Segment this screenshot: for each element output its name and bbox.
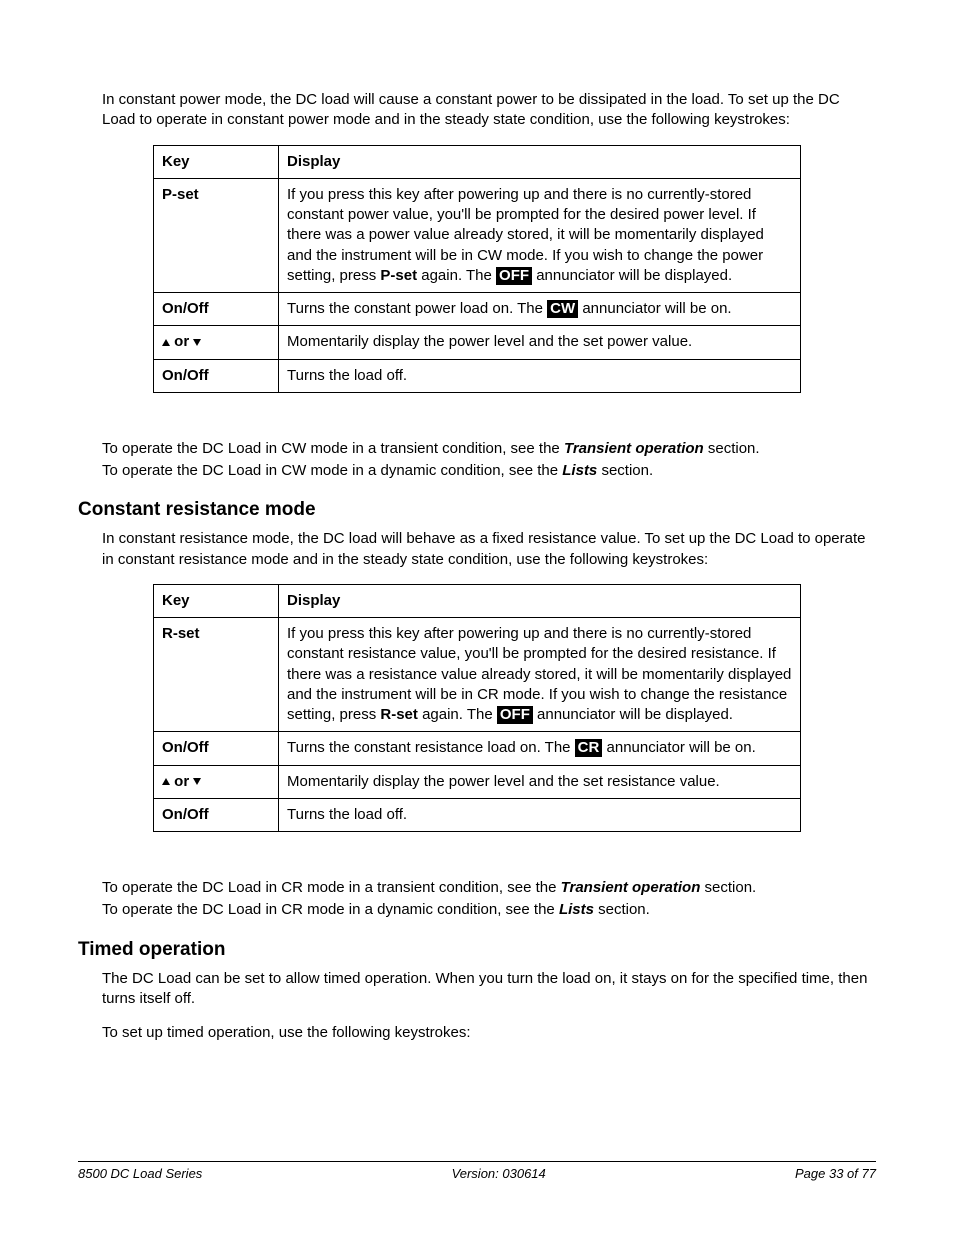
header-key: Key	[154, 584, 279, 617]
key-cell: R-set	[154, 618, 279, 732]
text: annunciator will be displayed.	[533, 706, 733, 723]
triangle-up-icon	[162, 778, 170, 785]
text: To operate the DC Load in CW mode in a d…	[102, 462, 562, 479]
annunciator-cw: CW	[547, 300, 578, 318]
bold-text: P-set	[380, 267, 417, 284]
text: To operate the DC Load in CR mode in a d…	[102, 901, 559, 918]
table-row: or Momentarily display the power level a…	[154, 765, 801, 798]
ref-transient: Transient operation	[564, 440, 704, 457]
triangle-down-icon	[193, 339, 201, 346]
page-footer: 8500 DC Load Series Version: 030614 Page…	[78, 1161, 876, 1181]
after-table-cw-1: To operate the DC Load in CW mode in a t…	[102, 439, 876, 459]
after-table-cr-1: To operate the DC Load in CR mode in a t…	[102, 878, 876, 898]
text: annunciator will be on.	[578, 300, 731, 317]
display-cell: Turns the constant resistance load on. T…	[279, 732, 801, 765]
display-cell: If you press this key after powering up …	[279, 178, 801, 292]
table-row: P-set If you press this key after poweri…	[154, 178, 801, 292]
or-text: or	[170, 333, 193, 350]
text: again. The	[417, 267, 496, 284]
text: section.	[594, 901, 650, 918]
intro-paragraph-cr: In constant resistance mode, the DC load…	[102, 529, 876, 570]
key-cell: On/Off	[154, 798, 279, 831]
text: To operate the DC Load in CR mode in a t…	[102, 879, 561, 896]
timed-paragraph-1: The DC Load can be set to allow timed op…	[102, 969, 876, 1010]
footer-center: Version: 030614	[452, 1166, 546, 1181]
key-cell: On/Off	[154, 732, 279, 765]
header-key: Key	[154, 145, 279, 178]
text: annunciator will be on.	[602, 739, 755, 756]
text: To operate the DC Load in CW mode in a t…	[102, 440, 564, 457]
table-row: On/Off Turns the constant power load on.…	[154, 293, 801, 326]
footer-right: Page 33 of 77	[795, 1166, 876, 1181]
table-header-row: Key Display	[154, 584, 801, 617]
text: section.	[597, 462, 653, 479]
document-page: In constant power mode, the DC load will…	[0, 0, 954, 1235]
or-text: or	[170, 773, 193, 790]
after-table-cw-2: To operate the DC Load in CW mode in a d…	[102, 461, 876, 481]
display-cell: Momentarily display the power level and …	[279, 326, 801, 359]
annunciator-off: OFF	[497, 706, 533, 724]
ref-lists: Lists	[562, 462, 597, 479]
display-cell: Turns the load off.	[279, 359, 801, 392]
display-cell: Turns the load off.	[279, 798, 801, 831]
annunciator-cr: CR	[575, 739, 603, 757]
triangle-down-icon	[193, 778, 201, 785]
table-row: On/Off Turns the load off.	[154, 798, 801, 831]
table-row: or Momentarily display the power level a…	[154, 326, 801, 359]
text: Turns the constant resistance load on. T…	[287, 739, 575, 756]
intro-paragraph-cw: In constant power mode, the DC load will…	[102, 90, 876, 131]
after-table-cr-2: To operate the DC Load in CR mode in a d…	[102, 900, 876, 920]
key-cell: or	[154, 765, 279, 798]
display-cell: Turns the constant power load on. The CW…	[279, 293, 801, 326]
keystroke-table-cr: Key Display R-set If you press this key …	[153, 584, 801, 832]
display-cell: Momentarily display the power level and …	[279, 765, 801, 798]
key-cell: or	[154, 326, 279, 359]
table-row: On/Off Turns the constant resistance loa…	[154, 732, 801, 765]
footer-left: 8500 DC Load Series	[78, 1166, 202, 1181]
text: section.	[704, 440, 760, 457]
text: again. The	[418, 706, 497, 723]
heading-constant-resistance: Constant resistance mode	[78, 499, 876, 521]
text: Turns the constant power load on. The	[287, 300, 547, 317]
ref-transient: Transient operation	[561, 879, 701, 896]
bold-text: R-set	[380, 706, 418, 723]
text: section.	[700, 879, 756, 896]
key-cell: On/Off	[154, 359, 279, 392]
header-display: Display	[279, 584, 801, 617]
timed-paragraph-2: To set up timed operation, use the follo…	[102, 1023, 876, 1043]
display-cell: If you press this key after powering up …	[279, 618, 801, 732]
table-row: R-set If you press this key after poweri…	[154, 618, 801, 732]
text: annunciator will be displayed.	[532, 267, 732, 284]
triangle-up-icon	[162, 339, 170, 346]
table-row: On/Off Turns the load off.	[154, 359, 801, 392]
table-header-row: Key Display	[154, 145, 801, 178]
key-cell: P-set	[154, 178, 279, 292]
heading-timed-operation: Timed operation	[78, 939, 876, 961]
ref-lists: Lists	[559, 901, 594, 918]
header-display: Display	[279, 145, 801, 178]
keystroke-table-cw: Key Display P-set If you press this key …	[153, 145, 801, 393]
annunciator-off: OFF	[496, 267, 532, 285]
key-cell: On/Off	[154, 293, 279, 326]
